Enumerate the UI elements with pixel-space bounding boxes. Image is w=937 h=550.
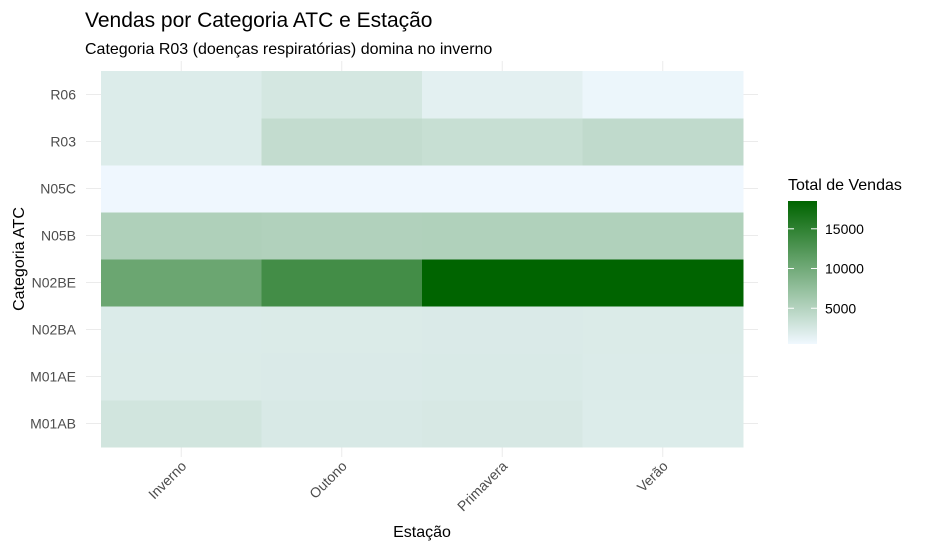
heatmap-cell-m01ab-inverno <box>101 400 262 448</box>
x-tick-label: Primavera <box>454 458 511 515</box>
chart-title: Vendas por Categoria ATC e Estação <box>85 9 432 32</box>
legend-tick-label: 15000 <box>825 221 864 237</box>
x-tick-label: Outono <box>306 458 350 502</box>
heatmap-cell-n05c-primavera <box>422 165 583 213</box>
heatmap-cell-n02ba-outono <box>261 306 423 354</box>
heatmap-cell-r06-verão <box>582 71 744 119</box>
heatmap-cell-n02be-outono <box>261 259 423 307</box>
y-tick-labels: M01AB M01AE N02BA N02BE N05B N05C R03 R06 <box>30 87 77 432</box>
heatmap-cell-n05b-inverno <box>101 212 262 260</box>
heatmap-cell-m01ae-inverno <box>101 353 262 401</box>
x-tick-label: Verão <box>634 458 671 495</box>
heatmap-cell-r03-verão <box>582 118 744 166</box>
heatmap-cell-n05c-outono <box>261 165 423 213</box>
heatmap-cell-r06-primavera <box>422 71 583 119</box>
y-axis-title: Categoria ATC <box>11 207 28 311</box>
heatmap-cell-n02ba-primavera <box>422 306 583 354</box>
heatmap-cell-r06-inverno <box>101 71 262 119</box>
heatmap-cell-r03-inverno <box>101 118 262 166</box>
x-tick-label: Inverno <box>145 458 189 502</box>
legend-colorbar <box>788 201 817 344</box>
heatmap-cells <box>101 71 744 448</box>
heatmap-cell-n05c-inverno <box>101 165 262 213</box>
heatmap-cell-n02be-verão <box>582 259 744 307</box>
y-tick-label: R06 <box>50 87 76 103</box>
heatmap-cell-m01ae-outono <box>261 353 423 401</box>
x-axis-title: Estação <box>393 524 451 541</box>
chart-subtitle: Categoria R03 (doenças respiratórias) do… <box>85 41 492 58</box>
y-tick-label: N02BE <box>32 275 76 291</box>
heatmap-cell-n02be-inverno <box>101 259 262 307</box>
heatmap-cell-n02ba-verão <box>582 306 744 354</box>
legend-tick-label: 10000 <box>825 261 864 277</box>
heatmap-cell-n02be-primavera <box>422 259 583 307</box>
heatmap-cell-n02ba-inverno <box>101 306 262 354</box>
y-tick-label: N02BA <box>32 322 77 338</box>
y-tick-label: R03 <box>50 134 76 150</box>
heatmap-cell-m01ab-verão <box>582 400 744 448</box>
y-tick-label: M01AE <box>30 369 76 385</box>
legend: Total de Vendas 5000 10000 15000 <box>788 177 902 344</box>
heatmap-cell-n05b-outono <box>261 212 423 260</box>
heatmap-cell-r06-outono <box>261 71 423 119</box>
y-tick-label: M01AB <box>30 416 76 432</box>
heatmap-cell-m01ae-primavera <box>422 353 583 401</box>
heatmap-cell-m01ab-outono <box>261 400 423 448</box>
y-tick-label: N05B <box>41 228 76 244</box>
heatmap-cell-n05b-verão <box>582 212 744 260</box>
heatmap-cell-r03-primavera <box>422 118 583 166</box>
legend-tick-label: 5000 <box>825 300 856 316</box>
x-tick-labels: Inverno Outono Primavera Verão <box>145 458 671 515</box>
y-tick-label: N05C <box>40 181 76 197</box>
legend-title: Total de Vendas <box>788 177 902 194</box>
heatmap-cell-n05c-verão <box>582 165 744 213</box>
heatmap-cell-m01ae-verão <box>582 353 744 401</box>
heatmap-cell-n05b-primavera <box>422 212 583 260</box>
heatmap-cell-m01ab-primavera <box>422 400 583 448</box>
heatmap-cell-r03-outono <box>261 118 423 166</box>
